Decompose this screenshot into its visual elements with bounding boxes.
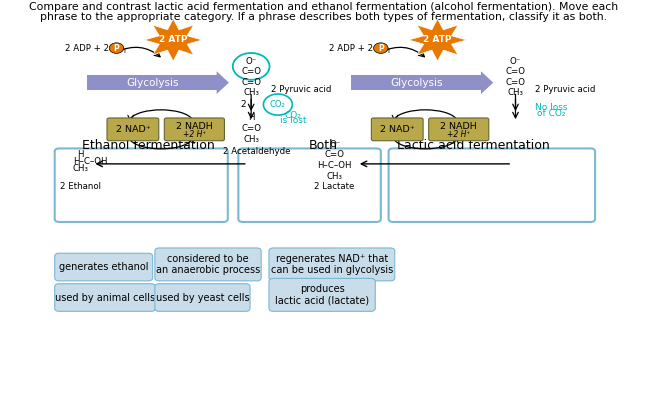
Text: P: P: [114, 44, 119, 53]
Text: generates ethanol: generates ethanol: [59, 262, 148, 272]
Text: 2 ATP: 2 ATP: [423, 36, 452, 45]
Text: Lactic acid fermentation: Lactic acid fermentation: [397, 139, 550, 152]
Text: Glycolysis: Glycolysis: [126, 78, 179, 88]
Text: i: i: [388, 48, 389, 54]
Text: 2 NAD⁺: 2 NAD⁺: [380, 125, 415, 134]
Text: P: P: [378, 44, 384, 53]
FancyBboxPatch shape: [429, 118, 488, 141]
Text: i: i: [124, 48, 126, 54]
Polygon shape: [87, 75, 217, 90]
Text: 2 ADP + 2: 2 ADP + 2: [65, 44, 109, 53]
Text: CO₂: CO₂: [270, 100, 286, 109]
FancyBboxPatch shape: [55, 148, 228, 222]
Text: C=O: C=O: [241, 67, 261, 76]
Text: C=O: C=O: [325, 151, 345, 160]
Text: CH₃: CH₃: [327, 171, 343, 180]
Text: H: H: [77, 150, 83, 159]
Text: O⁻: O⁻: [245, 56, 257, 65]
FancyBboxPatch shape: [55, 253, 153, 281]
FancyBboxPatch shape: [269, 248, 395, 281]
FancyBboxPatch shape: [164, 118, 225, 141]
Text: produces
lactic acid (lactate): produces lactic acid (lactate): [275, 284, 369, 306]
Text: considered to be
an anaerobic process: considered to be an anaerobic process: [156, 254, 260, 275]
FancyBboxPatch shape: [389, 148, 595, 222]
Text: used by yeast cells: used by yeast cells: [156, 292, 249, 303]
Polygon shape: [144, 19, 202, 61]
Text: CH₃: CH₃: [243, 88, 259, 97]
Text: 2: 2: [241, 100, 246, 109]
Text: 2 ADP + 2: 2 ADP + 2: [329, 44, 373, 53]
Text: Glycolysis: Glycolysis: [391, 78, 443, 88]
Text: O⁻: O⁻: [329, 140, 340, 149]
Text: CH₃: CH₃: [507, 88, 523, 97]
Text: 2 Ethanol: 2 Ethanol: [60, 182, 101, 191]
Text: 2 NADH: 2 NADH: [176, 122, 213, 131]
Text: 2 NADH: 2 NADH: [441, 122, 477, 131]
Text: C=O: C=O: [505, 78, 525, 87]
FancyBboxPatch shape: [155, 284, 250, 311]
Text: No loss: No loss: [536, 103, 568, 112]
Text: +2 H⁺: +2 H⁺: [182, 130, 206, 139]
Text: 2 Acetaldehyde: 2 Acetaldehyde: [223, 147, 291, 156]
Text: CO₂: CO₂: [285, 110, 302, 119]
Text: +2 H⁺: +2 H⁺: [447, 130, 470, 139]
Text: Ethanol fermentation: Ethanol fermentation: [82, 139, 215, 152]
Polygon shape: [481, 71, 493, 94]
FancyBboxPatch shape: [238, 148, 381, 222]
Text: H–C–OH: H–C–OH: [318, 161, 352, 170]
Text: C=O: C=O: [241, 124, 261, 133]
FancyBboxPatch shape: [107, 118, 159, 141]
Text: CH₃: CH₃: [72, 164, 88, 173]
Circle shape: [109, 43, 124, 54]
Text: regenerates NAD⁺ that
can be used in glycolysis: regenerates NAD⁺ that can be used in gly…: [270, 254, 393, 275]
Polygon shape: [409, 19, 466, 61]
Polygon shape: [217, 71, 229, 94]
Text: C=O: C=O: [505, 67, 525, 76]
Text: O⁻: O⁻: [510, 56, 521, 65]
Text: phrase to the appropriate category. If a phrase describes both types of fermenta: phrase to the appropriate category. If a…: [40, 12, 607, 22]
FancyBboxPatch shape: [371, 118, 423, 141]
Text: H–C–OH: H–C–OH: [73, 157, 107, 166]
Circle shape: [373, 43, 388, 54]
Text: CH₃: CH₃: [243, 135, 259, 144]
Text: 2 NAD⁺: 2 NAD⁺: [116, 125, 150, 134]
Text: 2 Pyruvic acid: 2 Pyruvic acid: [535, 85, 595, 94]
FancyBboxPatch shape: [55, 284, 155, 311]
FancyBboxPatch shape: [155, 248, 261, 281]
Text: is lost: is lost: [280, 116, 306, 125]
FancyBboxPatch shape: [269, 279, 375, 311]
Text: of CO₂: of CO₂: [538, 109, 566, 118]
Polygon shape: [351, 75, 481, 90]
Text: 2 Pyruvic acid: 2 Pyruvic acid: [270, 85, 331, 94]
Text: 2 Lactate: 2 Lactate: [314, 182, 355, 191]
Text: used by animal cells: used by animal cells: [55, 292, 155, 303]
Text: Both: Both: [309, 139, 338, 152]
Text: 2 ATP: 2 ATP: [159, 36, 188, 45]
Text: C=O: C=O: [241, 78, 261, 87]
Text: H: H: [248, 113, 254, 122]
Text: Compare and contrast lactic acid fermentation and ethanol fermentation (alcohol : Compare and contrast lactic acid ferment…: [29, 2, 618, 12]
